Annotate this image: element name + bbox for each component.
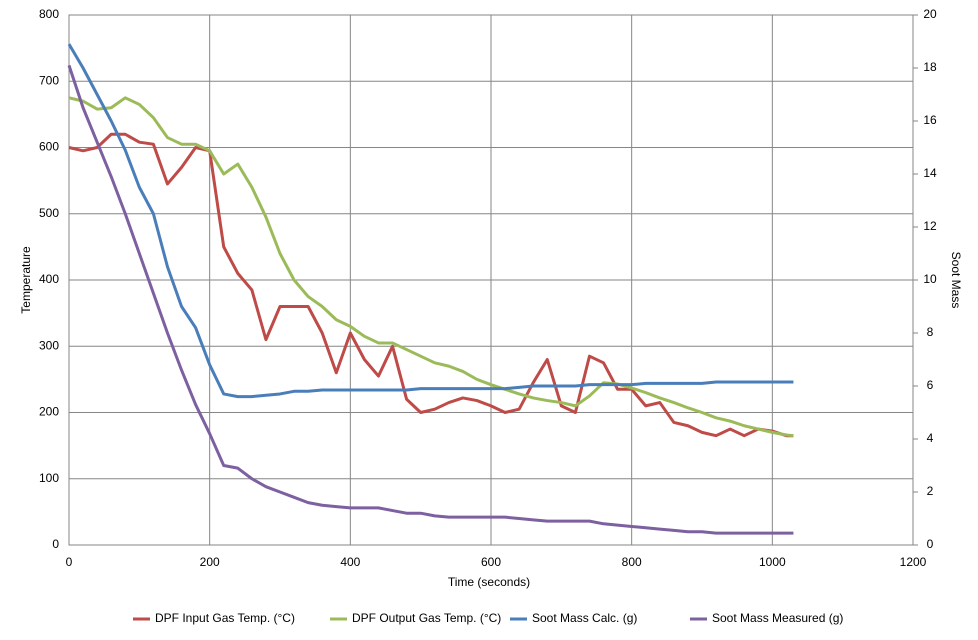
x-tick-label: 1200 — [900, 555, 927, 569]
legend-label: Soot Mass Measured (g) — [712, 611, 843, 625]
y2-tick-label: 16 — [923, 113, 937, 127]
y2-tick-label: 8 — [927, 325, 934, 339]
y-tick-label: 400 — [39, 272, 59, 286]
y-tick-label: 500 — [39, 206, 59, 220]
y2-tick-label: 12 — [923, 219, 937, 233]
y-axis-label: Temperature — [19, 246, 33, 314]
y2-tick-label: 18 — [923, 60, 937, 74]
y2-tick-label: 6 — [927, 378, 934, 392]
y-tick-label: 600 — [39, 140, 59, 154]
plot-border — [68, 14, 914, 546]
x-tick-label: 1000 — [759, 555, 786, 569]
x-tick-label: 0 — [66, 555, 73, 569]
series-line — [68, 132, 794, 438]
y-tick-label: 200 — [39, 405, 59, 419]
y2-tick-label: 10 — [923, 272, 937, 286]
x-tick-label: 600 — [481, 555, 501, 569]
y-tick-label: 800 — [39, 7, 59, 21]
x-tick-label: 200 — [200, 555, 220, 569]
legend-label: Soot Mass Calc. (g) — [532, 611, 637, 625]
series-line — [67, 43, 794, 399]
y2-tick-label: 0 — [927, 537, 934, 551]
x-tick-label: 400 — [340, 555, 360, 569]
y2-tick-label: 2 — [927, 484, 934, 498]
x-axis-label: Time (seconds) — [448, 575, 530, 589]
y2-tick-label: 20 — [923, 7, 937, 21]
y2-tick-label: 14 — [923, 166, 937, 180]
legend-label: DPF Input Gas Temp. (°C) — [155, 611, 295, 625]
series-line — [67, 64, 794, 535]
legend-label: DPF Output Gas Temp. (°C) — [352, 611, 501, 625]
y2-axis-label: Soot Mass — [949, 252, 963, 309]
y-tick-label: 0 — [52, 537, 59, 551]
y-tick-label: 700 — [39, 73, 59, 87]
y-tick-label: 100 — [39, 471, 59, 485]
x-tick-label: 800 — [622, 555, 642, 569]
y-tick-label: 300 — [39, 338, 59, 352]
y2-tick-label: 4 — [927, 431, 934, 445]
series-line — [68, 96, 794, 438]
